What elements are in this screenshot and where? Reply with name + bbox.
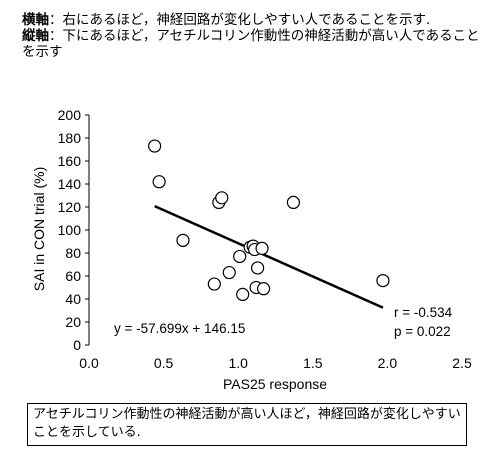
- y-axis-label: SAI in CON trial (%): [31, 167, 47, 291]
- y-tick-label: 160: [58, 153, 82, 169]
- chart-axes: 0 20 40 60 80 100 120 140 160 180 200 0.0 0.5 1.0 1.5 2…: [58, 107, 472, 371]
- trendline-group: [154, 204, 384, 309]
- data-point: [176, 233, 190, 247]
- data-point: [256, 282, 271, 296]
- labels-group: y = -57.699x + 146.15 r = -0.534 p = 0.0…: [31, 167, 453, 392]
- y-tick-label: 200: [58, 107, 82, 123]
- trendline: [154, 204, 384, 309]
- note-text: アセチルコリン作動性の神経活動が高い人ほど，神経回路が変化しやすいことを示してい…: [33, 407, 461, 440]
- x-tick-label: 0.0: [79, 355, 99, 371]
- data-point: [207, 277, 221, 291]
- caption-horizontal: 横軸：右にあるほど，神経回路が変化しやすい人であることを示す.: [22, 12, 482, 28]
- equation-label: y = -57.699x + 146.15: [114, 321, 245, 336]
- y-tick-label: 40: [65, 291, 81, 307]
- note-box: アセチルコリン作動性の神経活動が高い人ほど，神経回路が変化しやすいことを示してい…: [27, 403, 467, 446]
- r-label: r = -0.534: [394, 305, 453, 320]
- p-label: p = 0.022: [394, 324, 451, 339]
- data-point: [148, 139, 162, 153]
- points-group: [148, 139, 390, 301]
- caption: 横軸：右にあるほど，神経回路が変化しやすい人であることを示す. 縦軸：下にあるほ…: [22, 12, 482, 60]
- caption-vertical-label: 縦軸: [22, 28, 49, 44]
- caption-horizontal-label: 横軸: [22, 12, 49, 28]
- y-tick-label: 180: [58, 130, 82, 146]
- x-tick-label: 1.5: [303, 355, 323, 371]
- data-point: [152, 175, 166, 189]
- y-tick-label: 120: [58, 199, 82, 215]
- x-tick-label: 0.5: [154, 355, 174, 371]
- caption-vertical-text: ：下にあるほど，アセチルコリン作動性の神経活動が高い人であることを示す: [22, 28, 480, 60]
- y-tick-label: 60: [65, 268, 81, 284]
- x-tick-label: 2.0: [378, 355, 398, 371]
- data-point: [222, 265, 236, 280]
- x-axis-label: PAS25 response: [223, 376, 327, 392]
- y-tick-label: 0: [73, 337, 81, 353]
- data-point: [255, 241, 269, 255]
- y-tick-label: 80: [65, 245, 81, 261]
- data-point: [286, 195, 301, 209]
- y-tick-label: 20: [65, 314, 81, 330]
- data-point: [236, 287, 250, 301]
- x-tick-label: 2.5: [452, 355, 472, 371]
- x-tick-label: 1.0: [228, 355, 248, 371]
- caption-vertical: 縦軸：下にあるほど，アセチルコリン作動性の神経活動が高い人であることを示す: [22, 28, 482, 60]
- scatter-chart: 0 20 40 60 80 100 120 140 160 180 200 0.0 0.5 1.0 1.5 2…: [31, 107, 472, 392]
- data-point: [215, 191, 229, 205]
- caption-horizontal-text: ：右にあるほど，神経回路が変化しやすい人であることを示す.: [49, 12, 431, 28]
- y-tick-label: 100: [58, 222, 82, 238]
- data-point: [233, 249, 247, 264]
- y-tick-label: 140: [58, 176, 82, 192]
- data-point: [250, 261, 265, 275]
- data-point: [376, 274, 390, 288]
